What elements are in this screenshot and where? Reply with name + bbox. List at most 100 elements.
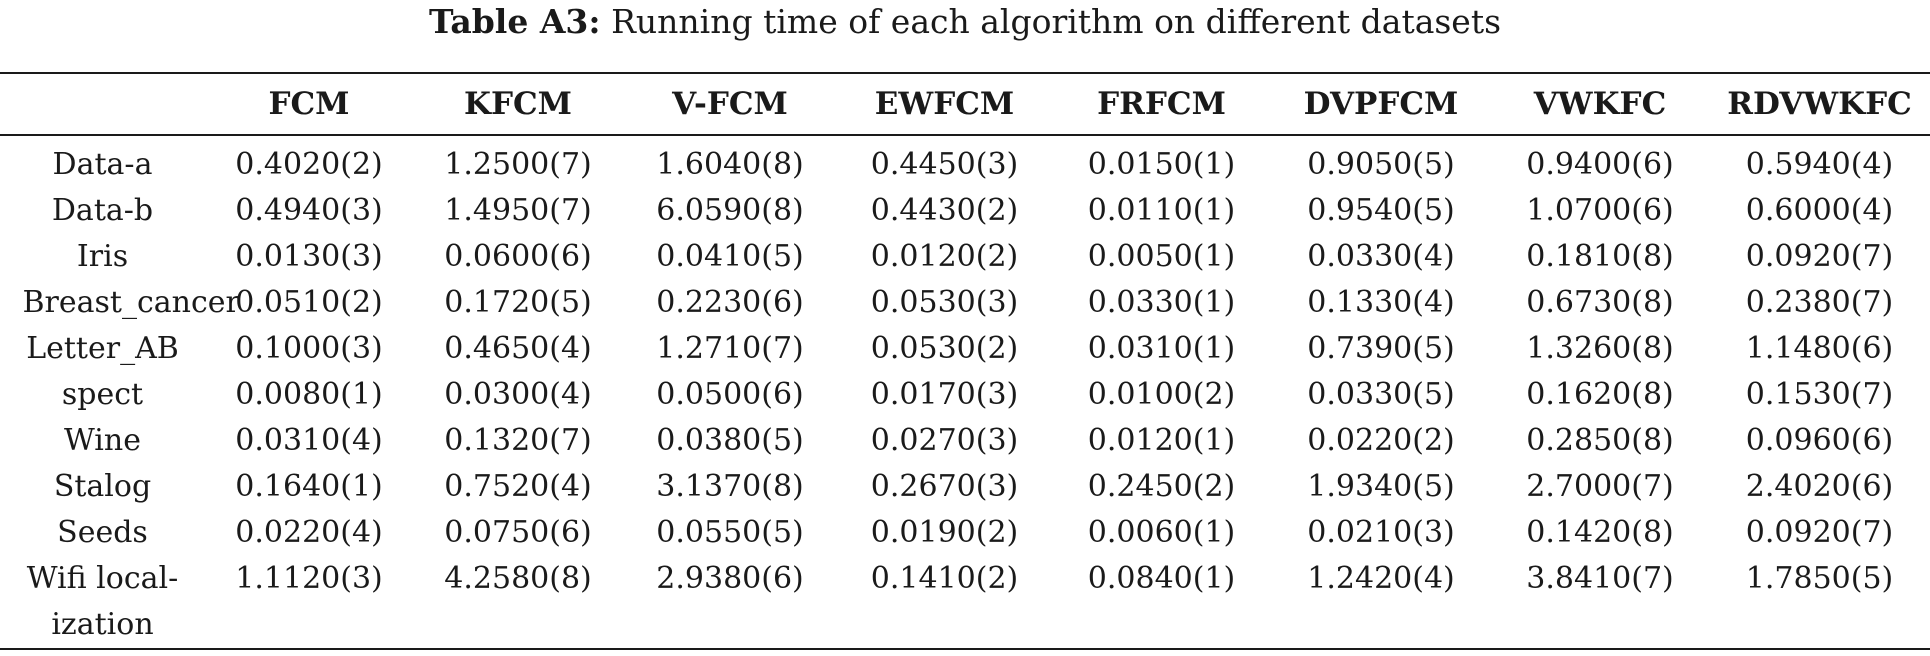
table-cell: 0.0510(2) [235, 285, 383, 320]
column-header: V-FCM [672, 86, 788, 122]
table-cell: 0.0150(1) [1087, 147, 1236, 182]
table-cell: 1.2710(7) [656, 331, 804, 366]
column-header: EWFCM [874, 86, 1015, 122]
table-cell: 0.0220(2) [1307, 423, 1455, 458]
table-cell: 0.1000(3) [235, 331, 383, 366]
table-cell: 0.0600(6) [444, 239, 592, 274]
table-cell: 0.0310(4) [235, 423, 383, 458]
table-cell: 0.2670(3) [870, 469, 1019, 504]
table-cell: 2.7000(7) [1526, 469, 1674, 504]
table-cell: 0.0120(1) [1087, 423, 1236, 458]
table-row: Seeds 0.0220(4) 0.0750(6) 0.0550(5) 0.0190(2… [0, 510, 1930, 556]
table-cell: 0.9540(5) [1307, 193, 1455, 228]
table-row: Breast_cancer 0.0510(2) 0.1720(5) 0.2230(6)… [0, 280, 1930, 326]
caption-label: Table A3: [428, 2, 601, 41]
dataset-name-text: Stalog [53, 469, 152, 504]
table-row: spect 0.0080(1) 0.0300(4) 0.0500(6) 0.0170(3… [0, 372, 1930, 418]
table-cell: 0.6000(4) [1745, 193, 1894, 228]
table-cell: 0.4650(4) [444, 331, 592, 366]
table-cell: 1.0700(6) [1526, 193, 1674, 228]
table-cell: 0.0190(2) [870, 515, 1019, 550]
results-table-container: FCM KFCM V-FCM EWFCM FRFCM DVPFCM VWKFC RDVWKFC… [0, 72, 1930, 650]
dataset-name-text: Data-b [51, 193, 154, 228]
table-cell: 0.1530(7) [1745, 377, 1894, 412]
table-cell: 6.0590(8) [656, 193, 804, 228]
table-cell: 0.0330(4) [1307, 239, 1455, 274]
table-cell: 0.0920(7) [1745, 515, 1894, 550]
table-cell: 0.1320(7) [444, 423, 592, 458]
caption-text: Running time of each algorithm on differ… [600, 2, 1502, 41]
table-cell: 0.0100(2) [1087, 377, 1236, 412]
table-cell: 0.0840(1) [1087, 561, 1236, 596]
header-row: FCM KFCM V-FCM EWFCM FRFCM DVPFCM VWKFC RDVWKFC [0, 73, 1930, 135]
table-cell: 1.9340(5) [1307, 469, 1455, 504]
table-body: Data-a 0.4020(2) 1.2500(7) 1.6040(8) 0.4450(… [0, 135, 1930, 649]
row-dataset-name: Breast_cancer [0, 280, 240, 326]
dataset-name-text: Seeds [57, 515, 148, 550]
row-dataset-name: Iris [0, 234, 205, 280]
table-row: Letter_AB 0.1000(3) 0.4650(4) 1.2710(7) 0.05… [0, 326, 1930, 372]
table-row: Stalog 0.1640(1) 0.7520(4) 3.1370(8) 0.2670(… [0, 464, 1930, 510]
table-cell: 0.6730(8) [1526, 285, 1674, 320]
running-time-table: FCM KFCM V-FCM EWFCM FRFCM DVPFCM VWKFC RDVWKFC… [0, 72, 1930, 650]
row-dataset-name: Letter_AB [0, 326, 205, 372]
dataset-name-text: Letter_AB [26, 331, 179, 366]
dataset-name-text: Breast_cancer [22, 285, 240, 320]
table-row: Wine 0.0310(4) 0.1320(7) 0.0380(5) 0.0270(3)… [0, 418, 1930, 464]
dataset-name-text: Wifi local-ization [26, 561, 179, 642]
table-cell: 3.8410(7) [1526, 561, 1674, 596]
table-cell: 0.0500(6) [656, 377, 804, 412]
table-cell: 0.0550(5) [656, 515, 804, 550]
column-header: FCM [268, 86, 350, 122]
table-cell: 4.2580(8) [444, 561, 592, 596]
table-cell: 0.1640(1) [235, 469, 383, 504]
column-header: DVPFCM [1303, 86, 1459, 122]
table-cell: 3.1370(8) [656, 469, 804, 504]
table-cell: 1.6040(8) [656, 147, 804, 182]
table-cell: 1.3260(8) [1526, 331, 1674, 366]
column-header: VWKFC [1533, 86, 1667, 122]
table-cell: 0.0530(2) [870, 331, 1019, 366]
table-cell: 0.2380(7) [1745, 285, 1894, 320]
table-cell: 0.0960(6) [1745, 423, 1894, 458]
table-row: Data-b 0.4940(3) 1.4950(7) 6.0590(8) 0.4430(… [0, 188, 1930, 234]
table-cell: 1.1480(6) [1745, 331, 1894, 366]
table-cell: 0.2230(6) [656, 285, 804, 320]
row-dataset-name: Stalog [0, 464, 205, 510]
table-cell: 0.0410(5) [656, 239, 804, 274]
table-cell: 0.1720(5) [444, 285, 592, 320]
row-dataset-name: Wifi local-ization [0, 556, 205, 649]
table-cell: 0.0380(5) [656, 423, 804, 458]
table-cell: 0.0270(3) [870, 423, 1019, 458]
table-cell: 1.1120(3) [235, 561, 383, 596]
table-cell: 0.0060(1) [1087, 515, 1236, 550]
row-dataset-name: Data-a [0, 135, 205, 188]
table-cell: 0.4430(2) [870, 193, 1019, 228]
table-cell: 0.1810(8) [1526, 239, 1674, 274]
table-cell: 0.1410(2) [870, 561, 1019, 596]
row-dataset-name: Data-b [0, 188, 205, 234]
table-cell: 0.0300(4) [444, 377, 592, 412]
table-cell: 0.1420(8) [1526, 515, 1674, 550]
table-cell: 0.4940(3) [235, 193, 383, 228]
table-cell: 0.0220(4) [235, 515, 383, 550]
table-cell: 0.0110(1) [1087, 193, 1236, 228]
table-cell: 0.7520(4) [444, 469, 592, 504]
table-cell: 0.4020(2) [235, 147, 383, 182]
row-dataset-name: Seeds [0, 510, 205, 556]
table-cell: 0.7390(5) [1307, 331, 1455, 366]
table-cell: 0.0050(1) [1087, 239, 1236, 274]
column-header: RDVWKFC [1727, 86, 1912, 122]
table-cell: 0.0530(3) [870, 285, 1019, 320]
table-row: Data-a 0.4020(2) 1.2500(7) 1.6040(8) 0.4450(… [0, 135, 1930, 188]
table-cell: 0.4450(3) [870, 147, 1019, 182]
table-cell: 0.0080(1) [235, 377, 383, 412]
table-cell: 0.0310(1) [1087, 331, 1236, 366]
table-cell: 0.9050(5) [1307, 147, 1455, 182]
table-cell: 0.5940(4) [1745, 147, 1894, 182]
table-cell: 0.2450(2) [1087, 469, 1236, 504]
table-caption: Table A3: Running time of each algorithm… [0, 0, 1930, 44]
dataset-name-text: Wine [64, 423, 141, 458]
table-cell: 0.1620(8) [1526, 377, 1674, 412]
table-cell: 0.9400(6) [1526, 147, 1674, 182]
